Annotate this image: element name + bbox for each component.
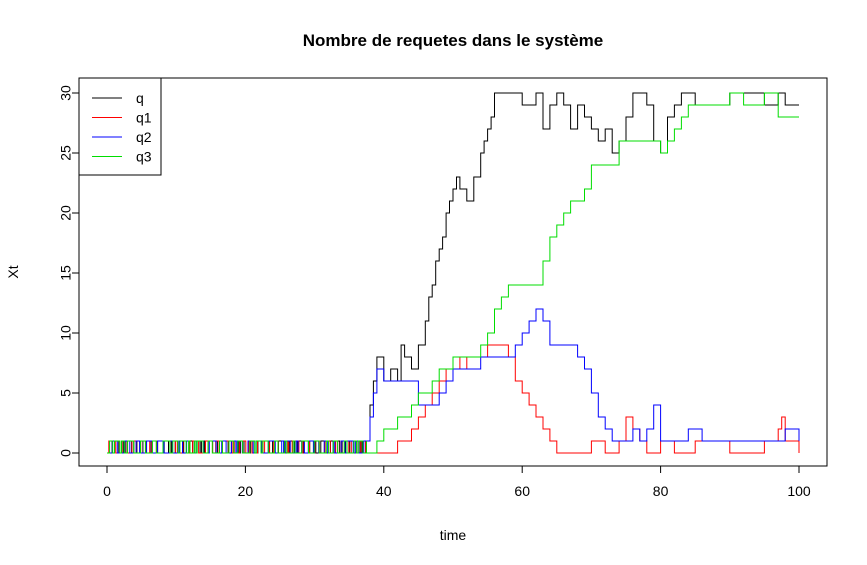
x-tick-label: 60 <box>514 483 530 499</box>
legend-label-q2: q2 <box>136 129 152 145</box>
series-layer <box>107 92 800 454</box>
x-tick-label: 80 <box>653 483 669 499</box>
series-line-q2 <box>107 308 800 454</box>
x-tick-label: 100 <box>787 483 811 499</box>
y-tick-label: 0 <box>58 449 74 457</box>
y-tick-label: 25 <box>58 145 74 161</box>
y-tick-label: 15 <box>58 265 74 281</box>
y-tick-label: 5 <box>58 389 74 397</box>
legend-label-q1: q1 <box>136 110 152 126</box>
y-tick-label: 10 <box>58 325 74 341</box>
plot-box <box>78 77 828 467</box>
x-tick-label: 40 <box>376 483 392 499</box>
legend-label-q: q <box>136 90 144 106</box>
y-tick-label: 20 <box>58 205 74 221</box>
x-tick-label: 20 <box>238 483 254 499</box>
chart-title: Nombre de requetes dans le système <box>303 31 603 50</box>
axes: 0 20 40 60 80 100 0 5 10 15 20 25 30 <box>58 85 811 499</box>
y-axis-label: Xt <box>5 265 21 278</box>
x-axis-label: time <box>440 527 467 543</box>
y-tick-label: 30 <box>58 85 74 101</box>
legend-label-q3: q3 <box>136 149 152 165</box>
x-tick-label: 0 <box>103 483 111 499</box>
series-line-q3 <box>107 92 799 454</box>
legend-box <box>78 77 162 176</box>
series-line-q <box>107 92 799 454</box>
legend: q q1 q2 q3 <box>78 77 162 176</box>
